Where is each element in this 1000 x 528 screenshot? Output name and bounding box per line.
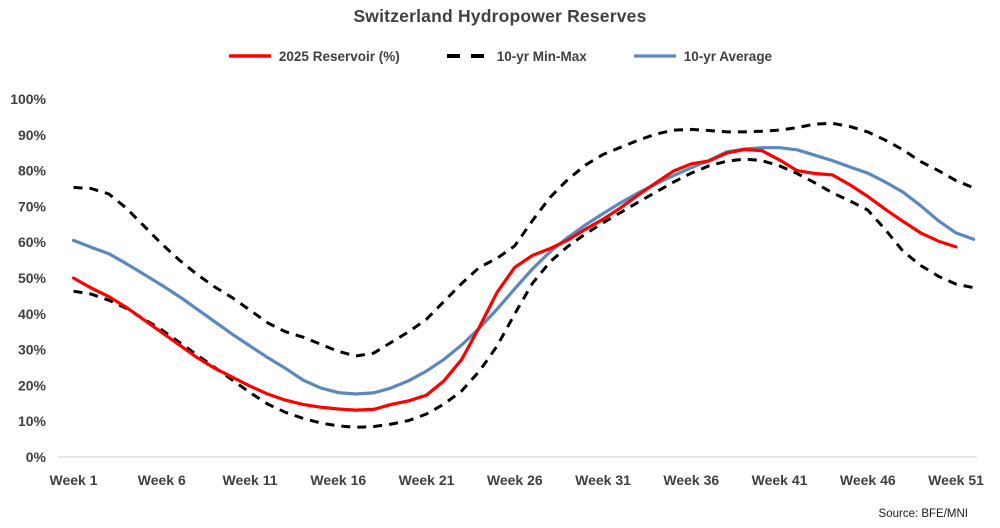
y-tick-label: 40% <box>18 306 47 322</box>
series-line-10-yr-max <box>73 121 975 358</box>
x-tick-label: Week 46 <box>840 472 896 488</box>
y-tick-label: 80% <box>18 163 47 179</box>
x-tick-label: Week 51 <box>928 472 984 488</box>
blue-line-swatch-icon <box>633 48 677 64</box>
y-tick-label: 50% <box>18 270 47 286</box>
legend-label: 10-yr Min-Max <box>496 48 587 64</box>
series-line-10-yr-average <box>71 146 976 396</box>
x-tick-label: Week 31 <box>575 472 631 488</box>
x-tick-label: Week 26 <box>487 472 543 488</box>
x-tick-label: Week 41 <box>752 472 808 488</box>
legend-item-2025-reservoir: 2025 Reservoir (%) <box>228 48 400 64</box>
y-tick-label: 20% <box>18 377 47 393</box>
red-line-swatch-icon <box>228 48 272 64</box>
legend-item-minmax: 10-yr Min-Max <box>446 48 587 64</box>
legend-item-average: 10-yr Average <box>633 48 772 64</box>
chart-legend: 2025 Reservoir (%) 10-yr Min-Max 10-yr A… <box>0 48 1000 64</box>
y-tick-label: 100% <box>10 91 46 107</box>
legend-label: 10-yr Average <box>683 48 773 64</box>
series-line-2025-reservoir- <box>71 147 958 412</box>
y-tick-label: 60% <box>18 234 47 250</box>
x-tick-label: Week 6 <box>138 472 186 488</box>
y-tick-label: 30% <box>18 342 47 358</box>
y-tick-label: 70% <box>18 198 47 214</box>
y-tick-label: 90% <box>18 127 47 143</box>
x-tick-label: Week 1 <box>50 472 98 488</box>
legend-label: 2025 Reservoir (%) <box>278 48 400 64</box>
source-note: Source: BFE/MNI <box>878 508 968 520</box>
chart-title: Switzerland Hydropower Reserves <box>353 6 647 26</box>
black-dashed-swatch-icon <box>446 48 490 64</box>
y-tick-label: 10% <box>18 413 47 429</box>
x-tick-label: Week 11 <box>222 472 277 488</box>
series-line-10-yr-min <box>73 157 974 429</box>
x-tick-label: Week 16 <box>310 472 366 488</box>
x-tick-label: Week 21 <box>399 472 455 488</box>
y-tick-label: 0% <box>26 449 47 465</box>
x-tick-label: Week 36 <box>663 472 719 488</box>
